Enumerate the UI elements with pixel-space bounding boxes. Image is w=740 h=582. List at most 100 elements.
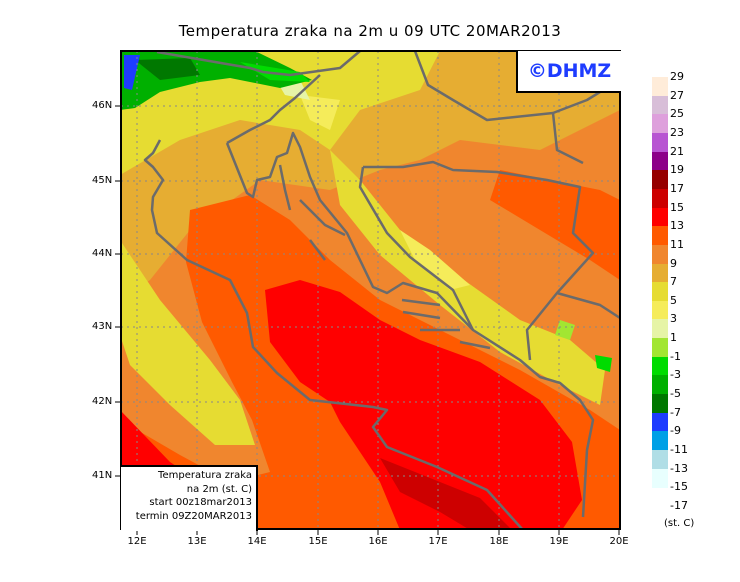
legend-label: -17 bbox=[670, 498, 688, 512]
legend-swatch bbox=[652, 207, 668, 227]
grid-lines bbox=[121, 51, 620, 529]
legend-label: 21 bbox=[670, 144, 684, 158]
lon-label: 17E bbox=[428, 536, 448, 547]
legend-swatch bbox=[652, 300, 668, 320]
legend-label: 19 bbox=[670, 163, 684, 177]
dhmz-logo: ©DHMZ bbox=[516, 51, 621, 93]
legend-swatch bbox=[652, 468, 668, 488]
legend-label: -15 bbox=[670, 480, 688, 494]
lon-label: 12E bbox=[127, 536, 147, 547]
info-line: termin 09Z20MAR2013 bbox=[135, 510, 252, 522]
lon-label: 15E bbox=[308, 536, 328, 547]
field-minus5 bbox=[135, 58, 200, 80]
lon-label: 14E bbox=[247, 536, 267, 547]
legend-swatch bbox=[652, 132, 668, 153]
legend-units: (st. C) bbox=[664, 518, 695, 529]
italy-coast bbox=[143, 139, 524, 529]
legend-label: 3 bbox=[670, 312, 677, 326]
legend-swatch bbox=[652, 170, 668, 190]
legend-label: -9 bbox=[670, 424, 681, 438]
info-line: Temperatura zraka bbox=[158, 470, 252, 481]
field-minus1 bbox=[240, 62, 310, 82]
coastlines-borders bbox=[143, 51, 620, 529]
legend-swatch bbox=[652, 95, 668, 115]
legend-swatch bbox=[652, 226, 668, 246]
legend-label: 23 bbox=[670, 125, 684, 139]
montenegro-border bbox=[556, 291, 620, 320]
legend-label: 13 bbox=[670, 219, 684, 233]
legend-swatch bbox=[652, 263, 668, 283]
lat-label: 42N bbox=[92, 396, 113, 407]
hungary-border bbox=[413, 51, 601, 122]
lon-label: 18E bbox=[489, 536, 509, 547]
legend-label: 5 bbox=[670, 293, 677, 307]
legend-swatch bbox=[652, 375, 668, 395]
map-title: Temperatura zraka na 2m u 09 UTC 20MAR20… bbox=[178, 22, 562, 40]
lat-label: 43N bbox=[92, 321, 113, 332]
legend-label: -3 bbox=[670, 368, 681, 382]
legend-label: -1 bbox=[670, 349, 681, 363]
legend-swatch bbox=[652, 450, 668, 470]
legend-label: -5 bbox=[670, 387, 681, 401]
serbia-border bbox=[551, 112, 584, 165]
bosnia-west-border bbox=[358, 166, 475, 331]
lon-label: 16E bbox=[368, 536, 388, 547]
legend-label: 7 bbox=[670, 275, 677, 289]
legend-swatch bbox=[652, 412, 668, 432]
legend-label: -13 bbox=[670, 461, 688, 475]
lon-label: 19E bbox=[549, 536, 569, 547]
legend-label: -7 bbox=[670, 405, 681, 419]
bosnia-border bbox=[363, 160, 595, 361]
legend-swatch bbox=[652, 338, 668, 358]
info-line: na 2m (st. C) bbox=[186, 483, 252, 495]
lat-label: 45N bbox=[92, 175, 113, 186]
field-5-7-italy bbox=[121, 241, 255, 445]
legend-swatch bbox=[652, 114, 668, 134]
legend-label: 9 bbox=[670, 256, 677, 270]
island-3 bbox=[309, 239, 326, 261]
legend-swatch bbox=[652, 151, 668, 171]
legend-label: 27 bbox=[670, 88, 684, 102]
field-5-7-interior bbox=[330, 150, 605, 405]
field-15-17 bbox=[380, 458, 511, 529]
legend-swatch bbox=[652, 319, 668, 339]
field-minus1-east bbox=[555, 320, 575, 340]
lat-label: 44N bbox=[92, 248, 113, 259]
croatia-coast bbox=[225, 131, 595, 518]
legend-swatch bbox=[652, 282, 668, 302]
island-2 bbox=[299, 199, 346, 237]
lat-label: 41N bbox=[92, 470, 113, 481]
slovenia-border bbox=[226, 74, 321, 145]
legend-swatch bbox=[652, 188, 668, 209]
field-13-15 bbox=[265, 280, 582, 529]
island-4 bbox=[401, 298, 441, 307]
axis-ticks bbox=[115, 105, 620, 535]
legend-label: 29 bbox=[670, 70, 684, 83]
field-minus7 bbox=[124, 55, 140, 90]
field-3-5 bbox=[300, 95, 340, 130]
legend-swatch bbox=[652, 394, 668, 414]
info-box: Temperatura zraka na 2m (st. C) start 00… bbox=[121, 465, 258, 531]
island-5 bbox=[402, 310, 441, 320]
north-border bbox=[156, 51, 361, 77]
map-frame bbox=[120, 50, 621, 530]
lon-label: 13E bbox=[187, 536, 207, 547]
legend-swatch bbox=[652, 244, 668, 264]
island-7 bbox=[459, 340, 491, 350]
legend-label: 11 bbox=[670, 237, 684, 251]
info-line: start 00z18mar2013 bbox=[149, 497, 252, 509]
field-3-5b bbox=[400, 230, 470, 290]
legend-swatch bbox=[652, 431, 668, 451]
legend-swatch bbox=[652, 77, 668, 97]
legend-label: 15 bbox=[670, 200, 684, 214]
field-11-13-east bbox=[490, 170, 620, 280]
lon-label: 20E bbox=[609, 536, 629, 547]
legend-swatch bbox=[652, 356, 668, 376]
legend-label: 25 bbox=[670, 107, 684, 121]
field-minus3-east bbox=[595, 355, 612, 372]
legend-label: -11 bbox=[670, 443, 688, 456]
lat-label: 46N bbox=[92, 100, 113, 111]
legend-label: 1 bbox=[670, 331, 677, 345]
island-1 bbox=[278, 164, 292, 211]
